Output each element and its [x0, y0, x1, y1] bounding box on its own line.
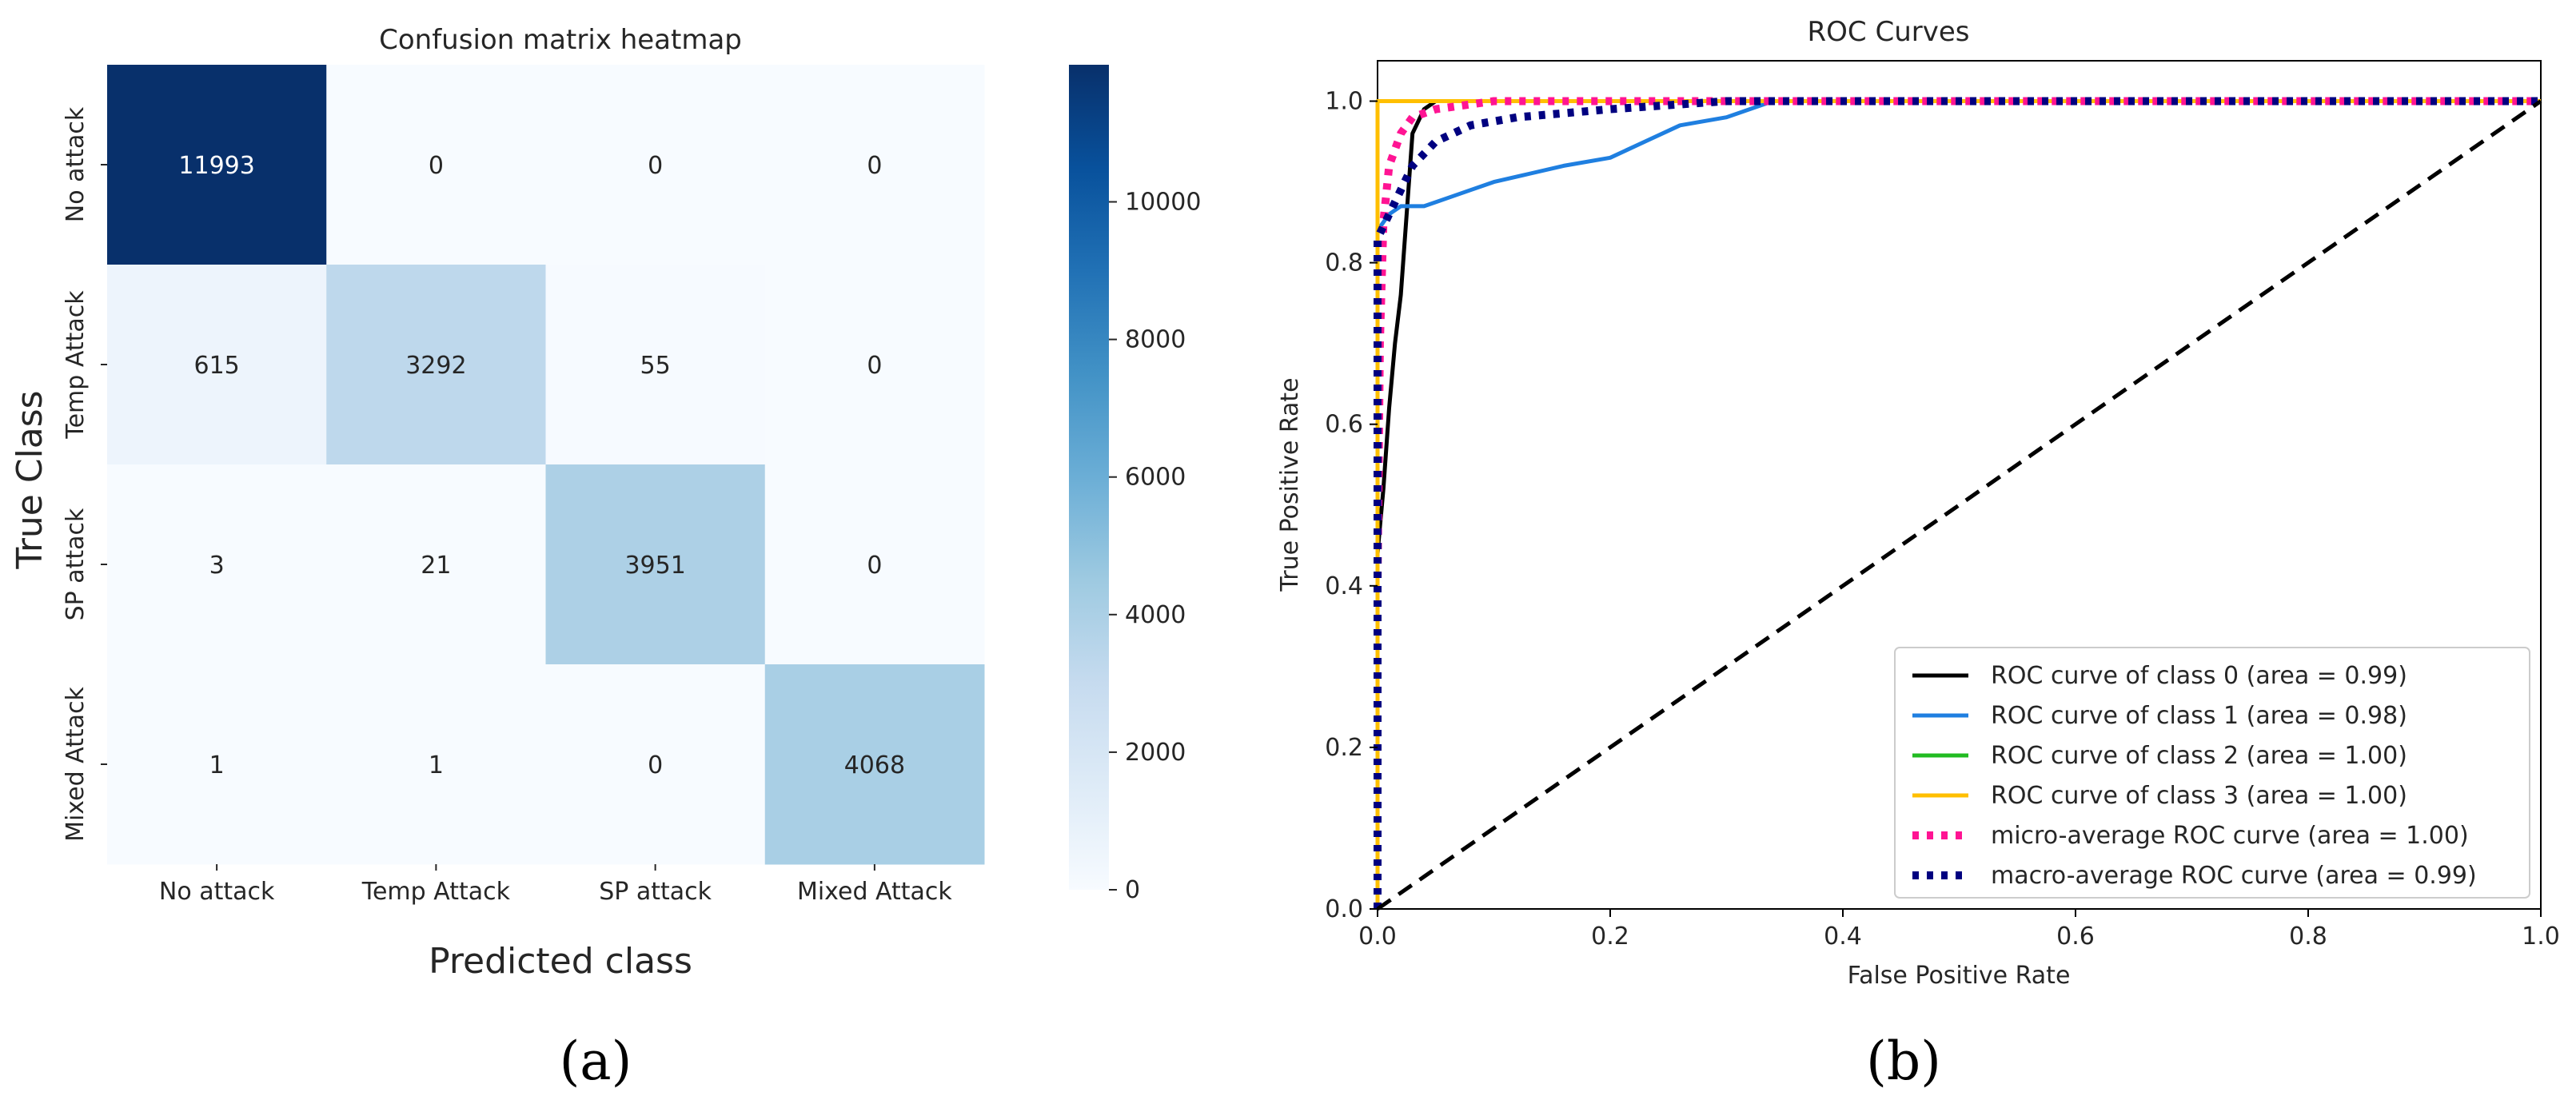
heatmap-cell — [107, 65, 327, 265]
roc-x-axis-label: False Positive Rate — [1848, 962, 2071, 990]
roc-x-tick-label: 1.0 — [2522, 923, 2560, 951]
colorbar-tick-label: 8000 — [1125, 326, 1186, 354]
panel-label-a: (a) — [560, 1030, 632, 1092]
heatmap-x-tick-label: Temp Attack — [361, 878, 511, 906]
heatmap-cell — [326, 664, 546, 865]
heatmap-cell — [545, 265, 766, 465]
heatmap-cell — [107, 664, 327, 865]
roc-y-tick-label: 0.6 — [1325, 411, 1363, 439]
heatmap-cell — [326, 65, 546, 265]
heatmap-cells — [107, 65, 985, 865]
heatmap-cell — [107, 265, 327, 465]
heatmap-cell-value: 0 — [429, 152, 444, 180]
heatmap-colorbar — [1069, 65, 1109, 890]
heatmap-cell-value: 21 — [421, 552, 451, 580]
roc-y-tick-label: 0.0 — [1325, 895, 1363, 923]
roc-series-lines — [1374, 97, 2542, 911]
heatmap-cell-value: 11993 — [178, 152, 254, 180]
heatmap-y-tick-label: No attack — [62, 106, 90, 222]
colorbar-tick-label: 6000 — [1125, 464, 1186, 492]
heatmap-cell-value: 0 — [867, 552, 882, 580]
heatmap-x-axis-label: Predicted class — [429, 941, 692, 982]
legend-label: ROC curve of class 0 (area = 0.99) — [1991, 662, 2407, 690]
heatmap-cell — [326, 265, 546, 465]
heatmap-cell — [326, 464, 546, 665]
legend-label: macro-average ROC curve (area = 0.99) — [1991, 862, 2477, 890]
roc-y-axis-label: True Positive Rate — [1276, 377, 1304, 592]
heatmap-y-tick-label: SP attack — [62, 508, 90, 620]
roc-x-tick-label: 0.2 — [1591, 923, 1629, 951]
legend-box — [1894, 647, 2530, 899]
heatmap-x-tick-labels: No attack Temp Attack SP attack Mixed Attac… — [159, 864, 952, 906]
heatmap-cell-value: 3951 — [624, 552, 685, 580]
legend-label: micro-average ROC curve (area = 1.00) — [1991, 822, 2469, 850]
roc-legend: ROC curve of class 0 (area = 0.99) ROC cu… — [1894, 647, 2530, 899]
heatmap-cell — [764, 664, 985, 865]
heatmap-x-tick-label: No attack — [159, 878, 275, 906]
heatmap-cell-value: 3 — [209, 552, 225, 580]
colorbar-tick-label: 4000 — [1125, 601, 1186, 629]
heatmap-title: Confusion matrix heatmap — [379, 24, 742, 56]
heatmap-cell — [107, 464, 327, 665]
roc-y-ticks: 0.0 0.2 0.4 0.6 0.8 1.0 — [1325, 88, 1378, 923]
roc-x-ticks: 0.0 0.2 0.4 0.6 0.8 1.0 — [1358, 909, 2560, 951]
legend-label: ROC curve of class 3 (area = 1.00) — [1991, 782, 2407, 810]
heatmap-cell — [545, 664, 766, 865]
roc-x-tick-label: 0.8 — [2289, 923, 2327, 951]
roc-x-tick-label: 0.6 — [2056, 923, 2095, 951]
heatmap-cell-value: 3292 — [405, 352, 466, 380]
roc-curves-chart: ROC Curves 0.0 0.2 0.4 0.6 0.8 1.0 0.00.20.40… — [1276, 16, 2560, 990]
roc-chance-line — [1376, 99, 2542, 911]
colorbar-tick-label: 0 — [1125, 876, 1140, 904]
heatmap-cell-value: 615 — [193, 352, 239, 380]
colorbar-tick-label: 2000 — [1125, 739, 1186, 767]
heatmap-cell-value: 0 — [867, 352, 882, 380]
heatmap-cell-value: 0 — [648, 751, 663, 779]
heatmap-cell — [764, 265, 985, 465]
roc-title: ROC Curves — [1808, 16, 1970, 48]
legend-label: ROC curve of class 2 (area = 1.00) — [1991, 742, 2407, 770]
heatmap-cell — [764, 65, 985, 265]
heatmap-x-tick-label: Mixed Attack — [797, 878, 952, 906]
roc-y-tick-label: 0.4 — [1325, 572, 1363, 600]
heatmap-cell-value: 4068 — [844, 751, 905, 779]
heatmap-cell — [545, 65, 766, 265]
heatmap-cell — [545, 464, 766, 665]
heatmap-x-tick-label: SP attack — [599, 878, 712, 906]
colorbar-tick-label: 10000 — [1125, 188, 1201, 216]
roc-series-line — [1374, 97, 2541, 909]
heatmap-y-tick-label: Mixed Attack — [62, 686, 90, 841]
confusion-matrix-chart: Confusion matrix heatmap 11993 0 0 0 615 3292… — [10, 24, 1201, 982]
roc-x-tick-label: 0.4 — [1824, 923, 1862, 951]
heatmap-cell-value: 0 — [648, 152, 663, 180]
roc-y-tick-label: 0.8 — [1325, 249, 1363, 277]
roc-series-line — [1374, 97, 2541, 909]
heatmap-cell-value: 0 — [867, 152, 882, 180]
roc-series-line — [1375, 99, 2541, 909]
panel-label-b: (b) — [1866, 1030, 1941, 1092]
roc-x-tick-label: 0.0 — [1358, 923, 1397, 951]
heatmap-cell-value: 1 — [429, 751, 444, 779]
heatmap-cell-value: 1 — [209, 751, 225, 779]
legend-label: ROC curve of class 1 (area = 0.98) — [1991, 702, 2407, 730]
roc-y-tick-label: 1.0 — [1325, 88, 1363, 116]
roc-y-tick-label: 0.2 — [1325, 734, 1363, 762]
heatmap-cell — [764, 464, 985, 665]
heatmap-cell-values: 11993 0 0 0 615 3292 55 0 3 21 3951 0 1 1 0 4068 — [178, 152, 905, 779]
colorbar-tick-labels: 0 2000 4000 6000 8000 10000 — [1109, 188, 1201, 904]
heatmap-y-tick-labels: No attack Temp Attack SP attack Mixed Attac… — [62, 106, 107, 842]
heatmap-cell-value: 55 — [640, 352, 671, 380]
heatmap-y-axis-label: True Class — [10, 390, 50, 569]
heatmap-y-tick-label: Temp Attack — [62, 290, 90, 440]
